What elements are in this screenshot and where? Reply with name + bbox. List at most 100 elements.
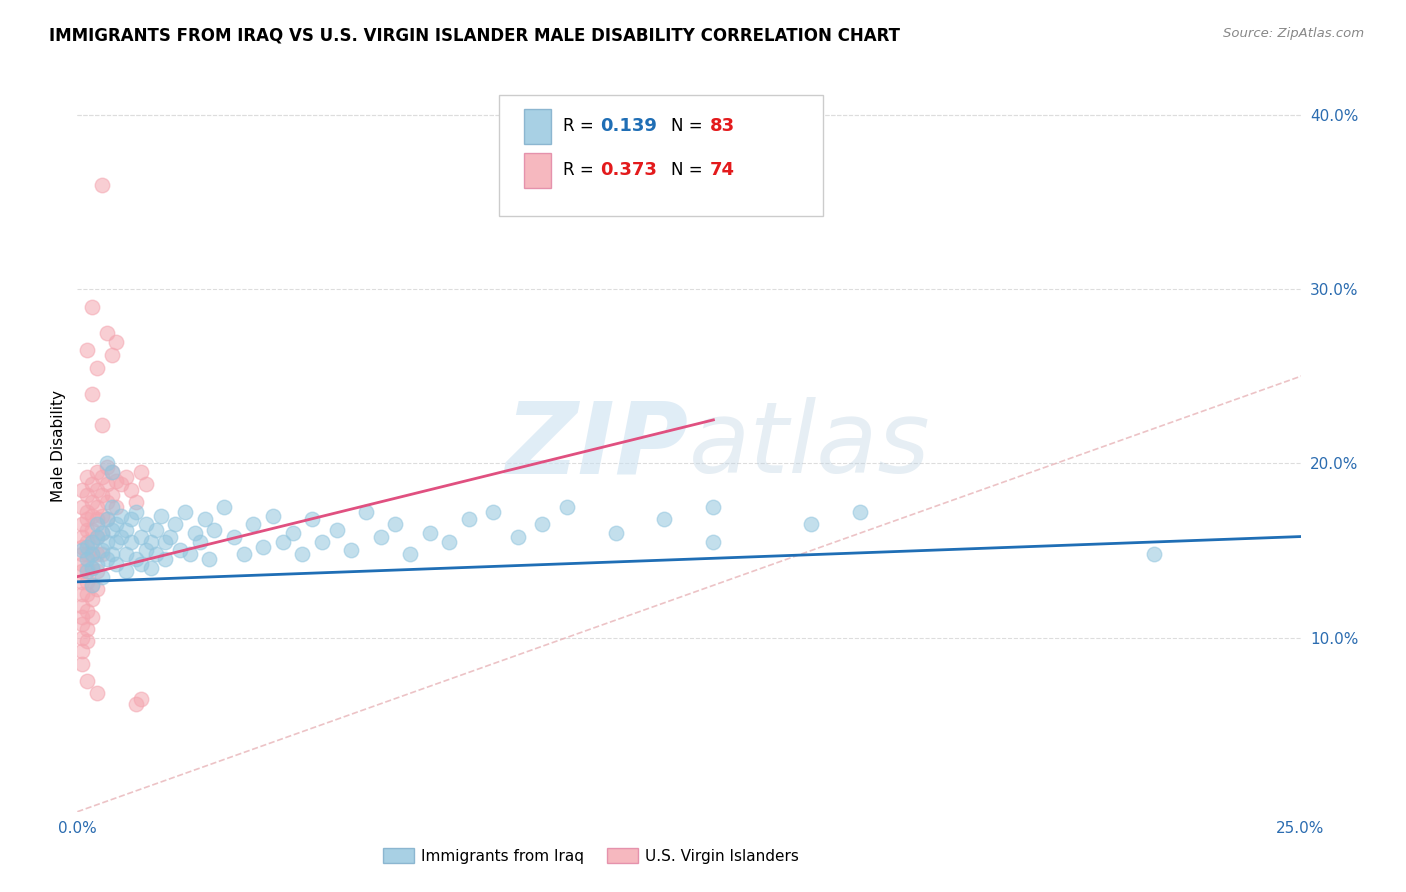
Point [76,470,98,484]
FancyBboxPatch shape [524,153,551,188]
Point [80,578,103,592]
Point [80,534,103,549]
Point [70,483,93,497]
Y-axis label: Male Disability: Male Disability [51,390,66,502]
Point [86,565,108,579]
Point [105,500,128,514]
Point [354,505,377,519]
Point [301,512,323,526]
Point [457,512,479,526]
Point [86,530,108,544]
Point [506,530,529,544]
Point [149,508,172,523]
Point [340,543,363,558]
Point [702,500,724,514]
Point [110,530,132,544]
Point [70,558,93,572]
Text: 74: 74 [710,161,735,179]
Point [129,465,152,479]
Point [105,558,128,572]
Point [605,526,627,541]
Point [100,523,122,537]
Point [100,465,122,479]
Point [96,457,118,471]
Point [1143,547,1166,561]
Point [76,674,98,689]
Text: ZIP: ZIP [506,398,689,494]
Point [90,508,112,523]
Point [105,474,128,488]
Point [96,326,118,340]
Point [80,508,103,523]
Point [80,547,103,561]
Point [155,534,177,549]
Point [76,488,98,502]
Point [70,500,93,514]
Point [70,616,93,631]
Point [86,465,108,479]
Point [654,512,676,526]
Text: R =: R = [562,118,599,136]
Point [120,512,142,526]
Point [80,300,103,314]
Point [531,517,554,532]
Point [139,534,162,549]
Point [70,631,93,645]
Point [76,547,98,561]
Point [482,505,505,519]
Point [76,604,98,618]
Point [86,530,108,544]
Point [105,334,128,349]
Text: 0.139: 0.139 [599,118,657,136]
Point [110,477,132,491]
Point [115,547,138,561]
Point [325,523,347,537]
Point [76,565,98,579]
Point [193,512,215,526]
Point [129,530,152,544]
Point [80,386,103,401]
Point [86,547,108,561]
Point [80,523,103,537]
Point [115,523,138,537]
Point [222,530,245,544]
Point [105,534,128,549]
Point [129,558,152,572]
Point [80,561,103,575]
Point [80,547,103,561]
Text: N =: N = [671,161,707,179]
Point [115,565,138,579]
Point [800,517,823,532]
Point [76,540,98,554]
Point [198,552,221,566]
Point [96,512,118,526]
Point [311,534,333,549]
Point [212,500,235,514]
Point [96,494,118,508]
Legend: Immigrants from Iraq, U.S. Virgin Islanders: Immigrants from Iraq, U.S. Virgin Island… [377,842,806,870]
Point [86,483,108,497]
Point [100,500,122,514]
Text: 83: 83 [710,118,735,136]
Point [159,530,181,544]
Point [555,500,578,514]
Point [188,534,211,549]
Point [179,547,201,561]
Point [76,534,98,549]
Point [242,517,264,532]
Text: atlas: atlas [689,398,931,494]
Point [849,505,872,519]
Point [70,565,93,579]
Point [419,526,441,541]
Point [100,348,122,362]
Point [76,622,98,636]
Point [120,483,142,497]
Point [76,587,98,601]
Point [70,609,93,624]
Point [120,534,142,549]
Point [252,540,274,554]
Point [86,558,108,572]
Point [232,547,254,561]
Point [90,526,112,541]
Text: Source: ZipAtlas.com: Source: ZipAtlas.com [1223,27,1364,40]
